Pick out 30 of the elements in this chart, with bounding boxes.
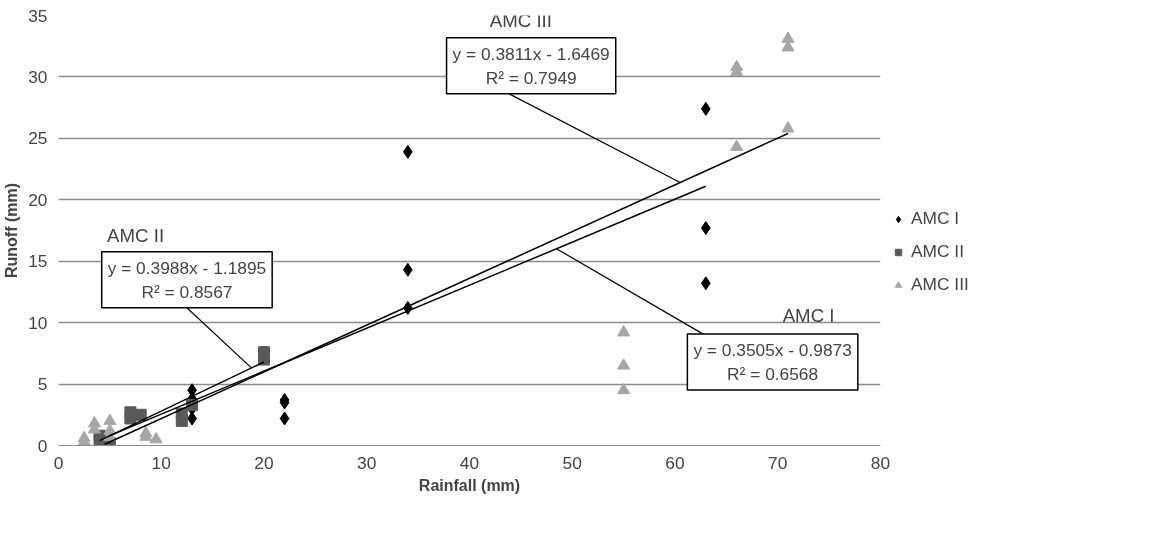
annotation: R² = 0.6568 xyxy=(727,363,819,384)
y-tick-label: 20 xyxy=(28,189,48,210)
y-axis-title: Runoff (mm) xyxy=(3,182,21,279)
x-axis-title: Rainfall (mm) xyxy=(418,476,521,494)
annotation: y = 0.3505x - 0.9873 xyxy=(693,339,852,360)
y-tick-label: 35 xyxy=(28,5,48,26)
annotation: R² = 0.7949 xyxy=(485,67,577,88)
y-tick-label: 0 xyxy=(37,435,48,456)
x-tick-label: 60 xyxy=(665,452,685,473)
x-tick-label: 70 xyxy=(768,452,788,473)
y-tick-label: 10 xyxy=(28,312,48,333)
x-tick-label: 0 xyxy=(53,452,64,473)
y-tick-label: 25 xyxy=(28,128,48,149)
x-tick-label: 30 xyxy=(357,452,377,473)
annotation: R² = 0.8567 xyxy=(141,281,233,302)
annotation: y = 0.3988x - 1.1895 xyxy=(107,257,267,278)
x-tick-label: 40 xyxy=(459,452,480,473)
legend-label: AMC III xyxy=(911,274,969,295)
x-tick-label: 20 xyxy=(254,452,274,473)
x-tick-label: 50 xyxy=(562,452,582,473)
y-tick-label: 30 xyxy=(28,66,48,87)
annotation: y = 0.3811x - 1.6469 xyxy=(452,43,610,64)
x-tick-label: 10 xyxy=(151,452,171,473)
legend-label: AMC I xyxy=(911,208,960,229)
annotation: AMC I xyxy=(782,305,835,327)
y-tick-label: 15 xyxy=(28,251,48,272)
x-tick-label: 80 xyxy=(870,452,891,473)
annotation: AMC II xyxy=(107,225,165,247)
legend-label: AMC II xyxy=(911,241,964,262)
y-tick-label: 5 xyxy=(37,374,48,395)
